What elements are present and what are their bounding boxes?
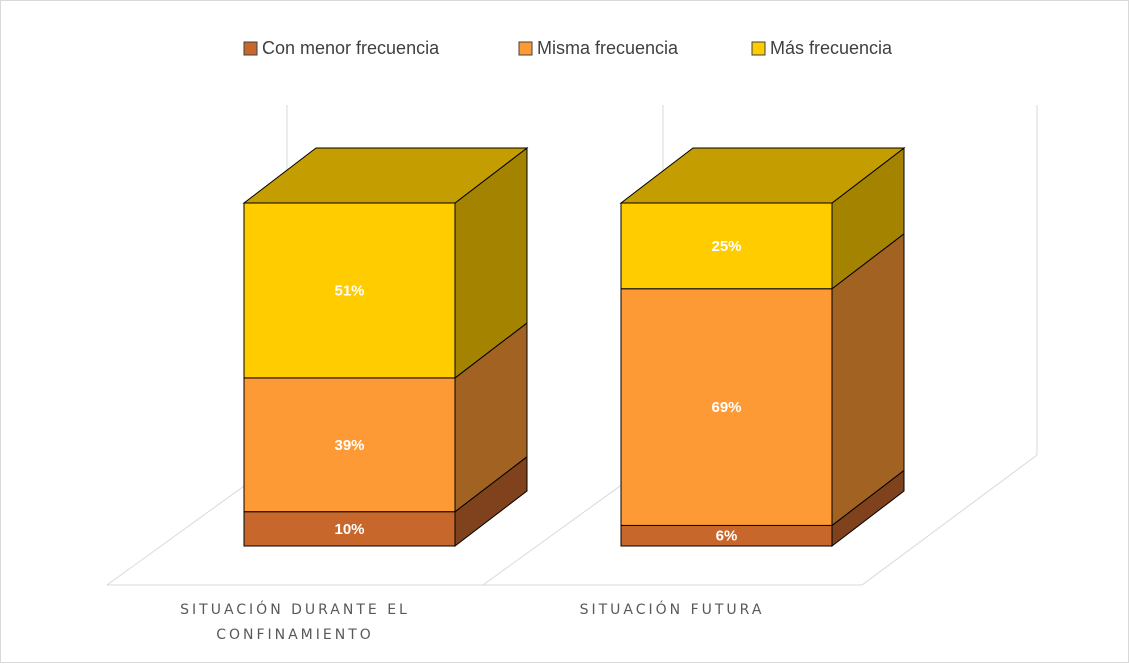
legend-label: Con menor frecuencia (262, 38, 440, 58)
legend-label: Más frecuencia (770, 38, 893, 58)
legend-swatch (518, 41, 533, 56)
x-tick-label: SITUACIÓN FUTURA (579, 602, 765, 618)
bar (243, 377, 456, 513)
bar (243, 511, 456, 547)
x-tick-label-box: SITUACIÓN DURANTE EL CONFINAMIENTO (180, 602, 410, 643)
x-tick-label: SITUACIÓN DURANTE EL CONFINAMIENTO (180, 602, 410, 643)
bar (620, 288, 833, 526)
data-label: 25% (711, 238, 741, 255)
legend-swatch (751, 41, 766, 56)
legend-swatch (243, 41, 258, 56)
data-label: 6% (716, 528, 738, 545)
data-label: 51% (334, 282, 364, 299)
legend-label: Misma frecuencia (537, 38, 679, 58)
data-label: 69% (711, 399, 741, 416)
bar-top (619, 147, 906, 204)
bar (243, 202, 456, 379)
data-label: 39% (334, 437, 364, 454)
bar-top (242, 147, 529, 204)
data-label: 10% (334, 521, 364, 538)
x-tick-label-box: SITUACIÓN FUTURA (579, 602, 765, 618)
